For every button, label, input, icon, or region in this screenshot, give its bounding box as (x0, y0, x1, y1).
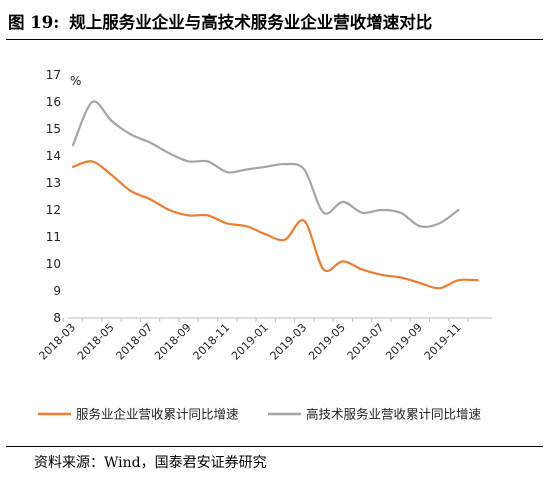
source-divider (6, 446, 543, 447)
figure-title-text: 规上服务业企业与高技术服务业企业营收增速对比 (69, 13, 433, 32)
y-tick-label: 8 (53, 311, 61, 325)
y-tick-label: 14 (46, 149, 61, 163)
x-tick-label: 2018-11 (191, 321, 233, 363)
y-tick-label: 15 (46, 122, 61, 136)
x-tick-label: 2018-07 (114, 321, 156, 363)
x-tick-label: 2019-11 (422, 321, 464, 363)
y-tick-label: 11 (46, 230, 61, 244)
source-note: 资料来源：Wind，国泰君安证券研究 (34, 455, 267, 471)
legend-item-services: 服务业企业营收累计同比增速 (38, 407, 239, 422)
x-tick-label: 2019-05 (306, 321, 348, 363)
figure-number: 图 19: (8, 13, 60, 32)
figure-title: 图 19: 规上服务业企业与高技术服务业企业营收增速对比 (8, 9, 544, 33)
x-tick-label: 2018-09 (152, 321, 194, 363)
y-tick-label: 12 (46, 203, 61, 217)
x-tick-label: 2019-07 (345, 321, 387, 363)
title-divider (6, 39, 543, 40)
legend: 服务业企业营收累计同比增速 高技术服务业营收累计同比增速 (38, 407, 482, 422)
series-hightech-line (71, 100, 460, 228)
y-axis-unit-label: % (70, 74, 81, 88)
y-axis: 8 9 10 11 12 13 14 15 16 17 (46, 68, 61, 325)
y-tick-label: 17 (46, 68, 61, 82)
series-services-line (71, 160, 479, 290)
y-tick-label: 10 (46, 257, 61, 271)
y-tick-label: 9 (53, 284, 61, 298)
x-tick-label: 2019-09 (383, 321, 425, 363)
x-tick-label: 2018-05 (75, 321, 117, 363)
legend-label: 高技术服务业营收累计同比增速 (306, 407, 482, 422)
y-tick-label: 13 (46, 176, 61, 190)
legend-label: 服务业企业营收累计同比增速 (76, 407, 239, 422)
x-axis: 2018-032018-052018-072018-092018-112019-… (36, 317, 492, 363)
legend-item-hightech: 高技术服务业营收累计同比增速 (268, 407, 482, 422)
y-tick-label: 16 (46, 95, 61, 109)
series-layer (71, 100, 479, 290)
x-tick-label: 2018-03 (36, 321, 78, 363)
x-tick-label: 2019-01 (229, 321, 271, 363)
x-tick-label: 2019-03 (268, 321, 310, 363)
